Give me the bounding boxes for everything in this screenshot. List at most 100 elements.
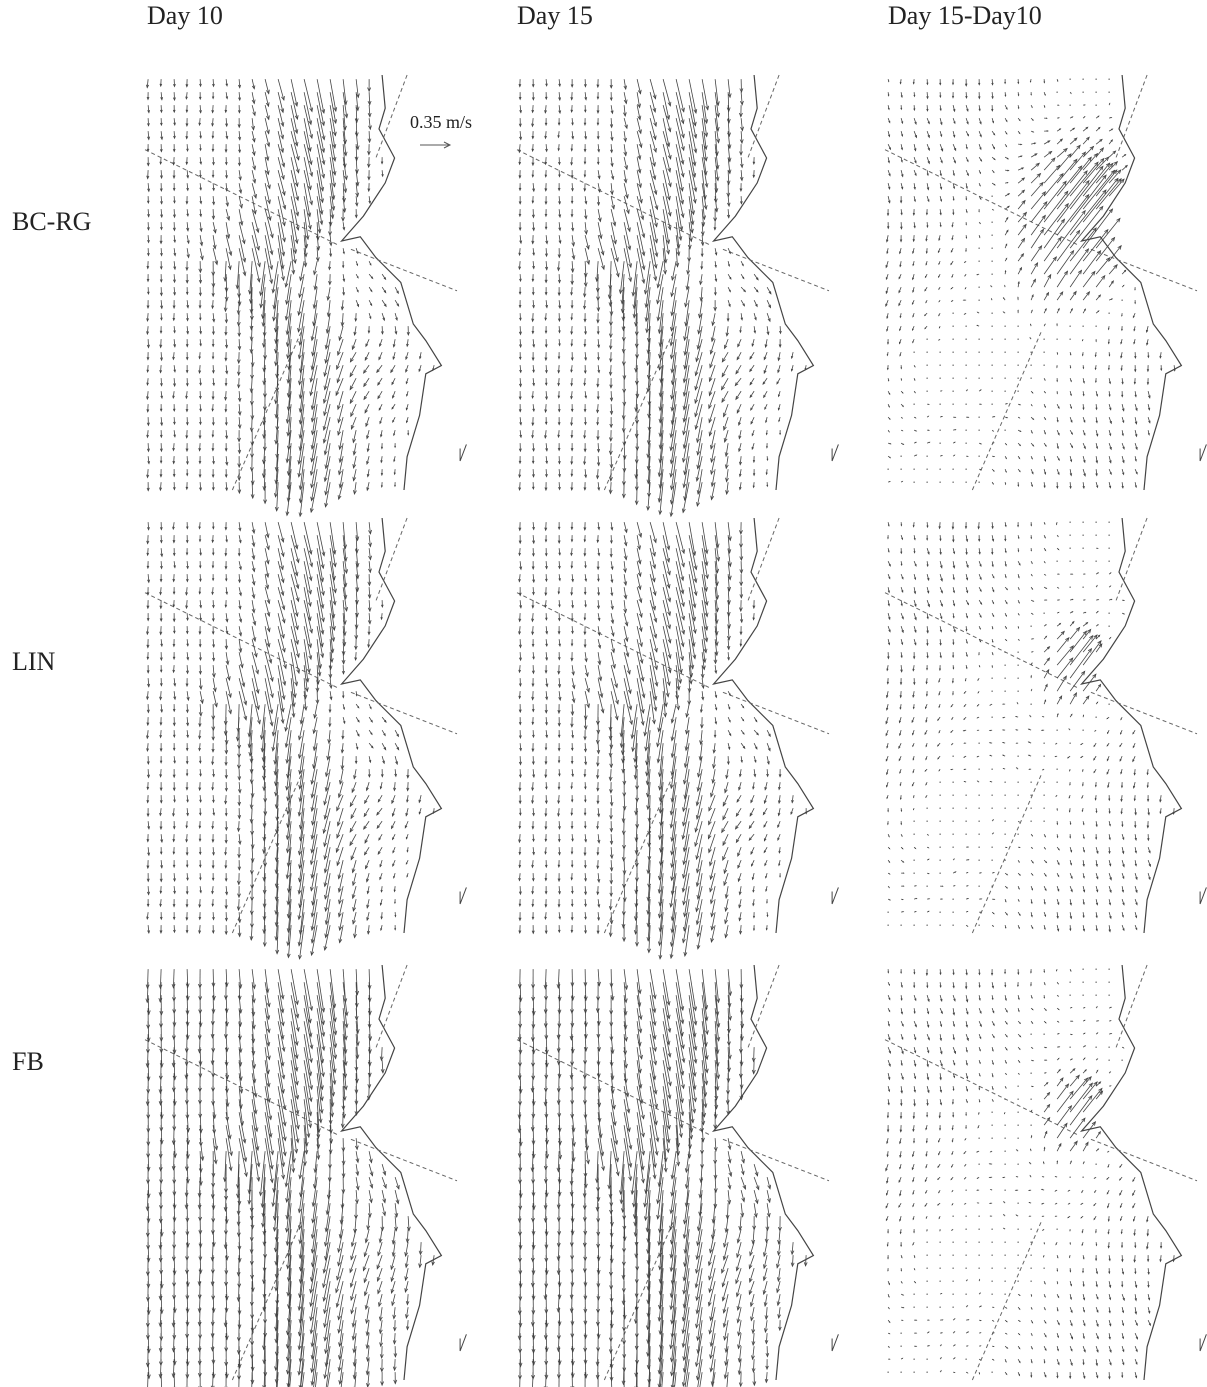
- vector: [695, 339, 703, 362]
- vector-head: [728, 304, 731, 308]
- vector-head: [1038, 245, 1043, 250]
- vector-head: [596, 136, 600, 140]
- vector: [394, 326, 397, 334]
- vector: [688, 157, 697, 192]
- vector-head: [558, 343, 561, 347]
- vector: [1095, 218, 1121, 249]
- vector-head: [1019, 266, 1023, 271]
- vector-head: [900, 367, 903, 370]
- vector: [290, 157, 298, 187]
- vector-head: [405, 420, 409, 424]
- vector-head: [378, 356, 382, 361]
- vector: [670, 404, 677, 438]
- vector: [225, 587, 228, 595]
- vector: [1043, 191, 1069, 223]
- vector: [699, 300, 703, 318]
- vector-head: [1021, 167, 1025, 170]
- vector: [597, 170, 600, 179]
- vector-head: [653, 264, 658, 270]
- vector: [251, 118, 254, 130]
- vector-head: [696, 464, 701, 470]
- vector-head: [146, 565, 150, 570]
- coastline: [339, 517, 443, 934]
- vector-head: [1082, 393, 1085, 397]
- vector-head: [146, 96, 150, 101]
- vector-head: [366, 461, 370, 466]
- vector: [609, 287, 612, 307]
- vector-head: [237, 162, 241, 167]
- vector-head: [1043, 485, 1046, 489]
- vector-head: [682, 378, 687, 384]
- vector-head: [953, 454, 956, 456]
- vector-dot: [887, 468, 889, 470]
- vector-head: [308, 120, 313, 126]
- vector-head: [1094, 354, 1097, 358]
- vector: [275, 391, 279, 418]
- vector-head: [768, 291, 772, 295]
- vector-head: [291, 269, 296, 275]
- vector: [349, 390, 357, 404]
- vector-head: [250, 480, 255, 486]
- vector: [277, 183, 286, 210]
- vector-head: [1133, 341, 1136, 345]
- vector: [186, 561, 189, 569]
- vector: [659, 313, 664, 347]
- vector: [329, 626, 334, 653]
- vector-head: [709, 444, 714, 450]
- vector-head: [1069, 353, 1072, 356]
- vector-head: [265, 533, 270, 539]
- vector-head: [704, 183, 709, 189]
- vector-dot: [939, 377, 941, 379]
- vector: [342, 548, 348, 574]
- vector-head: [198, 460, 202, 465]
- vector-head: [669, 472, 674, 478]
- vector-head: [146, 305, 150, 310]
- vector-head: [199, 487, 202, 492]
- vector: [225, 248, 231, 270]
- vector: [659, 456, 664, 489]
- vector: [380, 456, 383, 463]
- vector: [683, 378, 690, 410]
- vector-head: [211, 591, 214, 596]
- vector-head: [612, 221, 617, 227]
- vector-dot: [1004, 429, 1006, 431]
- vector-head: [900, 379, 903, 382]
- vector-head: [160, 122, 163, 127]
- vector: [662, 209, 670, 244]
- vector: [939, 144, 944, 151]
- vector-head: [1148, 420, 1151, 424]
- vector: [635, 456, 638, 479]
- vector-head: [349, 357, 354, 363]
- vector: [327, 287, 331, 301]
- vector: [303, 131, 312, 165]
- vector-head: [622, 455, 627, 461]
- vector: [262, 287, 266, 319]
- vector-head: [294, 612, 299, 618]
- vector-head: [544, 135, 547, 140]
- vector: [290, 535, 299, 563]
- vector: [711, 443, 716, 463]
- vector-head: [369, 303, 373, 307]
- vector-dot: [1108, 78, 1110, 80]
- vector-head: [558, 214, 562, 219]
- vector: [636, 222, 645, 256]
- vector-head: [1110, 169, 1116, 175]
- vector-head: [739, 100, 744, 106]
- vector-head: [912, 315, 915, 318]
- vector: [597, 482, 600, 490]
- vector: [236, 261, 240, 289]
- vector-head: [597, 188, 601, 193]
- vector-head: [992, 171, 995, 174]
- vector-head: [380, 460, 383, 464]
- vector-head: [609, 464, 614, 469]
- vector: [329, 587, 335, 618]
- vector-head: [160, 201, 163, 205]
- vector-head: [1122, 472, 1125, 476]
- vector: [185, 587, 188, 595]
- vector: [303, 522, 312, 555]
- vector-head: [1077, 165, 1083, 170]
- vector: [558, 430, 560, 438]
- vector-head: [1055, 164, 1061, 170]
- vector: [659, 482, 664, 515]
- vector-head: [531, 422, 535, 427]
